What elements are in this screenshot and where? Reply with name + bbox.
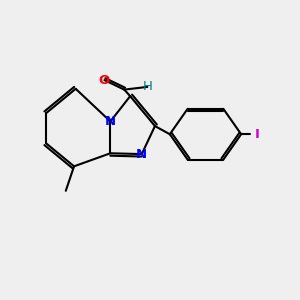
- Text: H: H: [142, 80, 152, 93]
- Text: N: N: [105, 115, 116, 128]
- Text: N: N: [136, 148, 147, 160]
- Text: O: O: [99, 74, 110, 87]
- Text: I: I: [255, 128, 260, 141]
